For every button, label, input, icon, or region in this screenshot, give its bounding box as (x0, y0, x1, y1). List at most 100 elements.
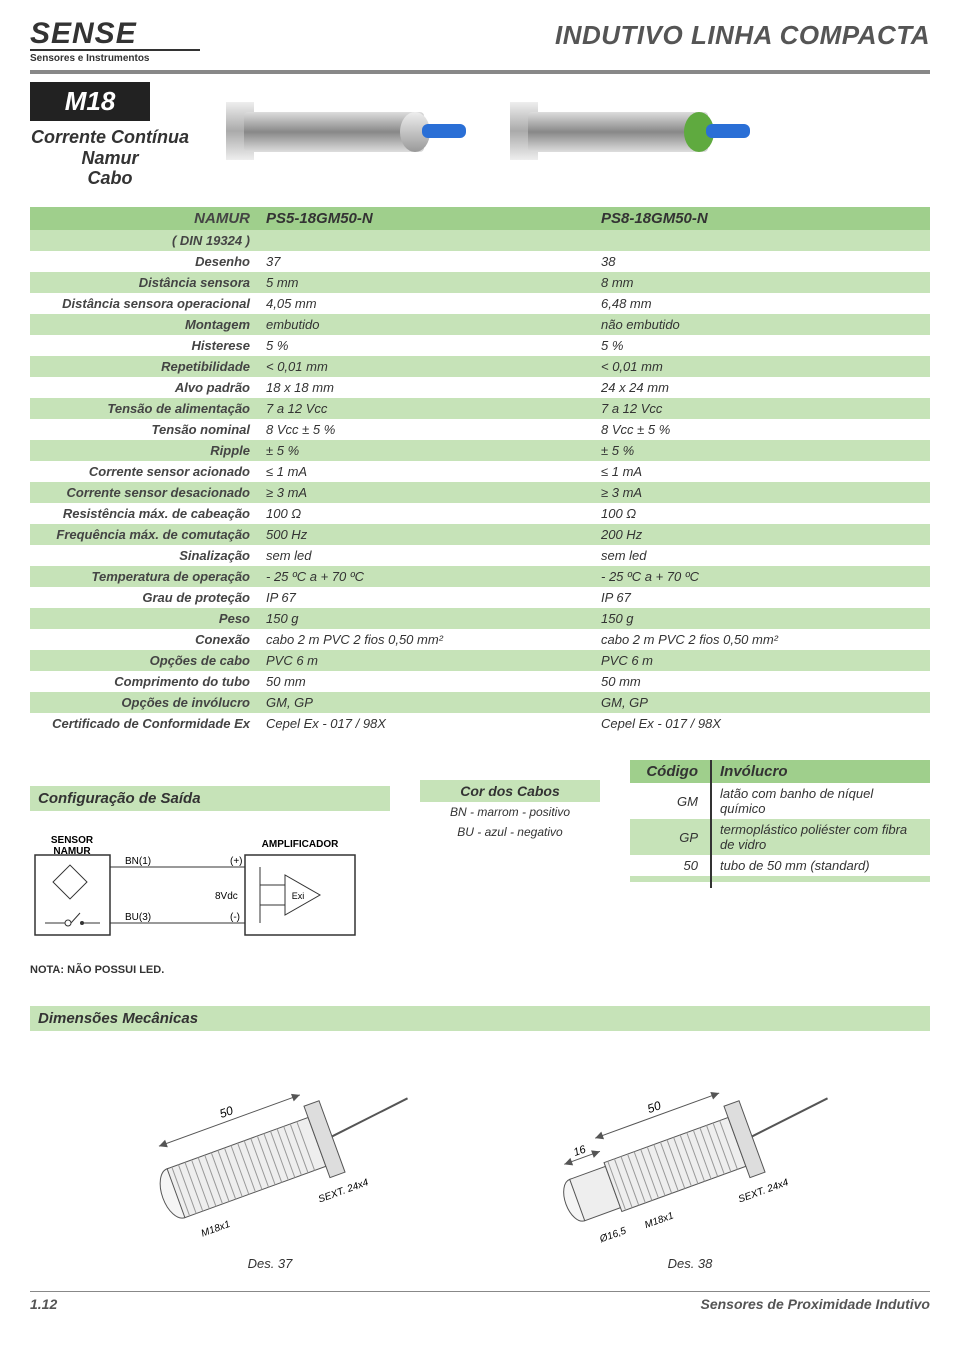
spec-c1: embutido (260, 314, 595, 335)
spec-c2: PVC 6 m (595, 650, 930, 671)
codigo-h2: Invólucro (712, 760, 930, 783)
bu-label: BU(3) (125, 912, 151, 923)
logo-block: SENSE Sensores e Instrumentos (30, 20, 200, 64)
cable-bu: BU - azul - negativo (420, 822, 600, 842)
spec-c2: < 0,01 mm (595, 356, 930, 377)
spec-row: Corrente sensor acionado≤ 1 mA≤ 1 mA (30, 461, 930, 482)
spec-row: Distância sensora5 mm8 mm (30, 272, 930, 293)
dim-2: 50 16 Ø16,5 M18x1 SEXT. 24x4 Des. 38 (500, 1049, 880, 1271)
spec-label: Opções de cabo (30, 650, 260, 671)
codigo-row: 50tubo de 50 mm (standard) (630, 855, 930, 876)
spec-c2: ≤ 1 mA (595, 461, 930, 482)
model-col: M18 Corrente Contínua Namur Cabo (30, 82, 190, 189)
config-note: NOTA: NÃO POSSUI LED. (30, 964, 370, 976)
spec-c1: GM, GP (260, 692, 595, 713)
exi-label: Exi (292, 891, 305, 901)
codigo-row (630, 882, 930, 888)
spec-row: Desenho3738 (30, 251, 930, 272)
spec-c1: ≥ 3 mA (260, 482, 595, 503)
logo: SENSE (30, 20, 200, 47)
subtitle-l3: Cabo (30, 168, 190, 189)
spec-c1: 4,05 mm (260, 293, 595, 314)
spec-label: Repetibilidade (30, 356, 260, 377)
spec-c1: PVC 6 m (260, 650, 595, 671)
spec-c2: 150 g (595, 608, 930, 629)
dim-drawing-1: 50 M18x1 SEXT. 24x4 (80, 1049, 460, 1249)
spec-row: Distância sensora operacional4,05 mm6,48… (30, 293, 930, 314)
spec-c1: 7 a 12 Vcc (260, 398, 595, 419)
spec-label: Certificado de Conformidade Ex (30, 713, 260, 734)
codigo-code: 50 (630, 855, 710, 876)
dim2-len: 50 (645, 1098, 663, 1116)
spec-head-c1: PS5-18GM50-N (260, 207, 595, 230)
wiring-diagram: SENSOR NAMUR AMPLIFICADOR Exi BN(1) BU(3… (30, 825, 370, 955)
spec-c2: - 25 ºC a + 70 ºC (595, 566, 930, 587)
spec-label: Tensão de alimentação (30, 398, 260, 419)
footer-right: Sensores de Proximidade Indutivo (700, 1296, 930, 1312)
spec-c1: 100 Ω (260, 503, 595, 524)
amp-label: AMPLIFICADOR (262, 839, 339, 850)
subtitle: Corrente Contínua Namur Cabo (30, 127, 190, 189)
spec-row: Temperatura de operação - 25 ºC a + 70 ºC… (30, 566, 930, 587)
dim2-caption: Des. 38 (500, 1256, 880, 1271)
dim2-hex: SEXT. 24x4 (737, 1177, 790, 1205)
spec-c2: Cepel Ex - 017 / 98X (595, 713, 930, 734)
spec-c2: 8 mm (595, 272, 930, 293)
minus-label: (-) (230, 912, 240, 923)
spec-c1: 37 (260, 251, 595, 272)
dim-1: 50 M18x1 SEXT. 24x4 Des. 37 (80, 1049, 460, 1271)
spec-head-c2: PS8-18GM50-N (595, 207, 930, 230)
footer-left: 1.12 (30, 1296, 57, 1312)
spec-c1: 50 mm (260, 671, 595, 692)
footer: 1.12 Sensores de Proximidade Indutivo (30, 1291, 930, 1312)
sensor-photo-2 (498, 82, 758, 162)
spec-c1: < 0,01 mm (260, 356, 595, 377)
divider (30, 70, 930, 74)
dim1-hex: SEXT. 24x4 (317, 1177, 370, 1205)
spec-label: Distância sensora operacional (30, 293, 260, 314)
spec-row: Conexãocabo 2 m PVC 2 fios 0,50 mm²cabo … (30, 629, 930, 650)
spec-c2: 38 (595, 251, 930, 272)
spec-c2: 200 Hz (595, 524, 930, 545)
spec-c1: 5 mm (260, 272, 595, 293)
spec-row: Montagemembutidonão embutido (30, 314, 930, 335)
spec-row: ( DIN 19324 ) (30, 230, 930, 251)
spec-table: NAMUR PS5-18GM50-N PS8-18GM50-N ( DIN 19… (30, 207, 930, 734)
bn-label: BN(1) (125, 856, 151, 867)
spec-row: Tensão nominal8 Vcc ± 5 %8 Vcc ± 5 % (30, 419, 930, 440)
spec-label: Distância sensora (30, 272, 260, 293)
spec-label: Temperatura de operação (30, 566, 260, 587)
cable-title: Cor dos Cabos (420, 780, 600, 802)
sensor-label-1: SENSOR (51, 835, 94, 846)
spec-label: Frequência máx. de comutação (30, 524, 260, 545)
spec-c1: ± 5 % (260, 440, 595, 461)
spec-c2: 5 % (595, 335, 930, 356)
spec-header: NAMUR PS5-18GM50-N PS8-18GM50-N (30, 207, 930, 230)
codigo-code (630, 882, 710, 888)
dim1-caption: Des. 37 (80, 1256, 460, 1271)
spec-c2 (595, 230, 930, 251)
config-row: Configuração de Saída SENSOR NAMUR AMPLI… (30, 760, 930, 976)
spec-row: Frequência máx. de comutação500 Hz200 Hz (30, 524, 930, 545)
plus-label: (+) (230, 856, 243, 867)
spec-row: Corrente sensor desacionado≥ 3 mA≥ 3 mA (30, 482, 930, 503)
dim2-thread: M18x1 (643, 1210, 675, 1231)
badge-row: M18 Corrente Contínua Namur Cabo (30, 82, 930, 189)
codigo-code: GP (630, 819, 710, 855)
spec-label: Ripple (30, 440, 260, 461)
spec-row: Peso150 g150 g (30, 608, 930, 629)
spec-label: ( DIN 19324 ) (30, 230, 260, 251)
config-diagram: SENSOR NAMUR AMPLIFICADOR Exi BN(1) BU(3… (30, 825, 370, 976)
spec-row: Alvo padrão18 x 18 mm24 x 24 mm (30, 377, 930, 398)
spec-c2: sem led (595, 545, 930, 566)
spec-label: Opções de invólucro (30, 692, 260, 713)
spec-c2: não embutido (595, 314, 930, 335)
spec-c2: cabo 2 m PVC 2 fios 0,50 mm² (595, 629, 930, 650)
codigo-row: GPtermoplástico poliéster com fibra de v… (630, 819, 930, 855)
spec-row: Histerese5 %5 % (30, 335, 930, 356)
codigo-code: GM (630, 783, 710, 819)
spec-c1: 8 Vcc ± 5 % (260, 419, 595, 440)
spec-c2: IP 67 (595, 587, 930, 608)
codigo-header: Código Invólucro (630, 760, 930, 783)
codigo-desc: tubo de 50 mm (standard) (712, 855, 930, 876)
